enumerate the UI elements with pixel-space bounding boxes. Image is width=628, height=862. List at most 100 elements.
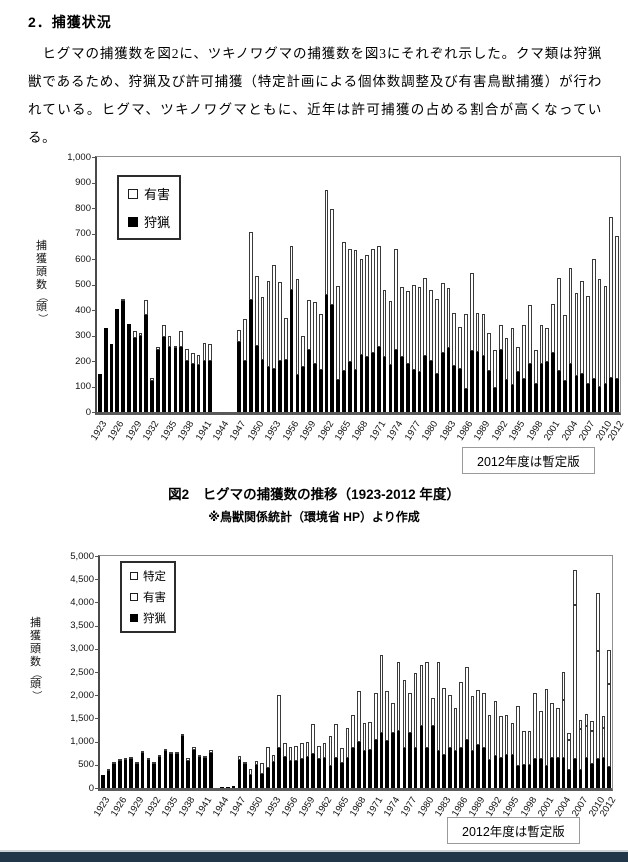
- y-tick-mark: [92, 157, 96, 158]
- legend-label-hunting: 狩猟: [144, 215, 171, 230]
- bar-segment: [324, 294, 329, 412]
- bar-segment: [371, 353, 375, 412]
- y-axis-title-char: 獲: [30, 630, 41, 642]
- y-tick-label: 300: [75, 330, 91, 341]
- bar-segment: [146, 760, 151, 788]
- bar-segment: [584, 714, 589, 726]
- bar-segment: [271, 754, 276, 762]
- bar-segment: [146, 758, 151, 761]
- bar-segment: [156, 346, 160, 350]
- y-tick-mark: [95, 648, 99, 650]
- bar-segment: [533, 759, 537, 788]
- y-tick-mark: [95, 788, 99, 789]
- bar-segment: [365, 357, 369, 412]
- bar-segment: [112, 761, 116, 764]
- figure3-chart: 捕獲頭数（頭） 0 500 1,000 1,500 2,000 2,500 3,000 3,5…: [0, 545, 628, 852]
- bar-segment: [209, 749, 213, 754]
- bar-segment: [411, 284, 416, 370]
- bar-segment: [504, 338, 509, 381]
- bar-segment: [185, 361, 189, 412]
- bar-segment: [359, 259, 364, 355]
- bar-segment: [192, 747, 196, 750]
- x-tick-mark: [134, 412, 136, 415]
- x-tick-mark: [291, 412, 293, 415]
- bar-segment: [430, 726, 435, 788]
- bar-segment: [123, 760, 128, 788]
- bar-segment: [132, 338, 137, 412]
- bar-segment: [248, 775, 253, 788]
- legend-label-harmful: 有害: [143, 592, 166, 604]
- bar-segment: [339, 762, 344, 788]
- bar-segment: [425, 748, 429, 788]
- bar-segment: [334, 724, 338, 758]
- x-tick-mark: [117, 412, 119, 415]
- harmful-swatch-icon: [128, 188, 138, 199]
- bar-segment: [417, 372, 422, 412]
- legend-item-hunting: 狩猟: [130, 610, 166, 626]
- bar-segment: [601, 727, 606, 758]
- bar-segment: [288, 761, 293, 788]
- bar-segment: [504, 754, 509, 788]
- bar-segment: [609, 377, 614, 412]
- x-tick-mark: [410, 788, 412, 791]
- x-tick-mark: [448, 412, 450, 415]
- bar-segment: [135, 762, 139, 765]
- bar-segment: [528, 363, 532, 412]
- x-tick-mark: [546, 788, 548, 791]
- bar-segment: [539, 363, 544, 412]
- bar-segment: [277, 747, 281, 788]
- y-tick-label: 400: [75, 304, 91, 316]
- bar-segment: [295, 375, 300, 412]
- bar-segment: [351, 714, 355, 749]
- bar-segment: [440, 353, 445, 412]
- y-tick-label: 500: [78, 759, 94, 771]
- bar-segment: [266, 280, 271, 368]
- bar-segment: [243, 761, 247, 764]
- bar-segment: [277, 694, 281, 748]
- figure3-y-axis-title: 捕獲頭数（頭）: [30, 617, 41, 701]
- y-tick-label: 200: [75, 355, 91, 367]
- bar-segment: [429, 361, 433, 412]
- figure2-plot-area: 0 100 200 300 400 500 600 700 800 900 1,000 1923 192…: [67, 152, 626, 443]
- y-tick-mark: [95, 579, 99, 581]
- bar-segment: [254, 760, 259, 765]
- x-tick-mark: [343, 412, 345, 415]
- bar-segment: [334, 757, 338, 788]
- bar-segment: [458, 368, 462, 412]
- bar-segment: [385, 691, 390, 742]
- y-tick-label: 4,500: [70, 573, 94, 585]
- y-tick-label: 800: [75, 202, 91, 214]
- x-tick-mark: [273, 788, 275, 791]
- bar-segment: [271, 761, 276, 788]
- bar-segment: [590, 721, 594, 731]
- y-tick-mark: [92, 233, 96, 235]
- y-axis-title-char: （: [30, 668, 41, 679]
- x-tick-mark: [119, 788, 121, 791]
- bar-segment: [300, 742, 304, 760]
- x-tick-mark: [413, 412, 415, 415]
- bar-segment: [400, 357, 404, 412]
- bar-segment: [237, 755, 242, 761]
- bar-segment: [550, 703, 554, 758]
- bar-segment: [300, 759, 304, 788]
- bar-segment: [533, 693, 537, 760]
- x-tick-mark: [154, 788, 156, 791]
- x-tick-mark: [102, 788, 104, 791]
- x-tick-mark: [309, 412, 311, 415]
- bar-segment: [272, 265, 277, 369]
- bar-segment: [597, 279, 602, 387]
- bar-segment: [405, 363, 410, 412]
- bar-segment: [556, 757, 560, 788]
- bar-segment: [196, 354, 201, 365]
- bar-segment: [185, 349, 189, 361]
- bar-segment: [101, 774, 105, 788]
- bar-segment: [272, 368, 277, 412]
- figure2-y-axis-title: 捕獲頭数（頭）: [36, 240, 47, 324]
- bar-segment: [311, 723, 316, 755]
- bar-segment: [260, 773, 264, 788]
- legend-item-specified: 特定: [130, 568, 166, 584]
- bar-segment: [186, 757, 190, 762]
- bar-segment: [121, 301, 125, 412]
- bar-segment: [140, 752, 145, 788]
- bar-segment: [209, 753, 213, 788]
